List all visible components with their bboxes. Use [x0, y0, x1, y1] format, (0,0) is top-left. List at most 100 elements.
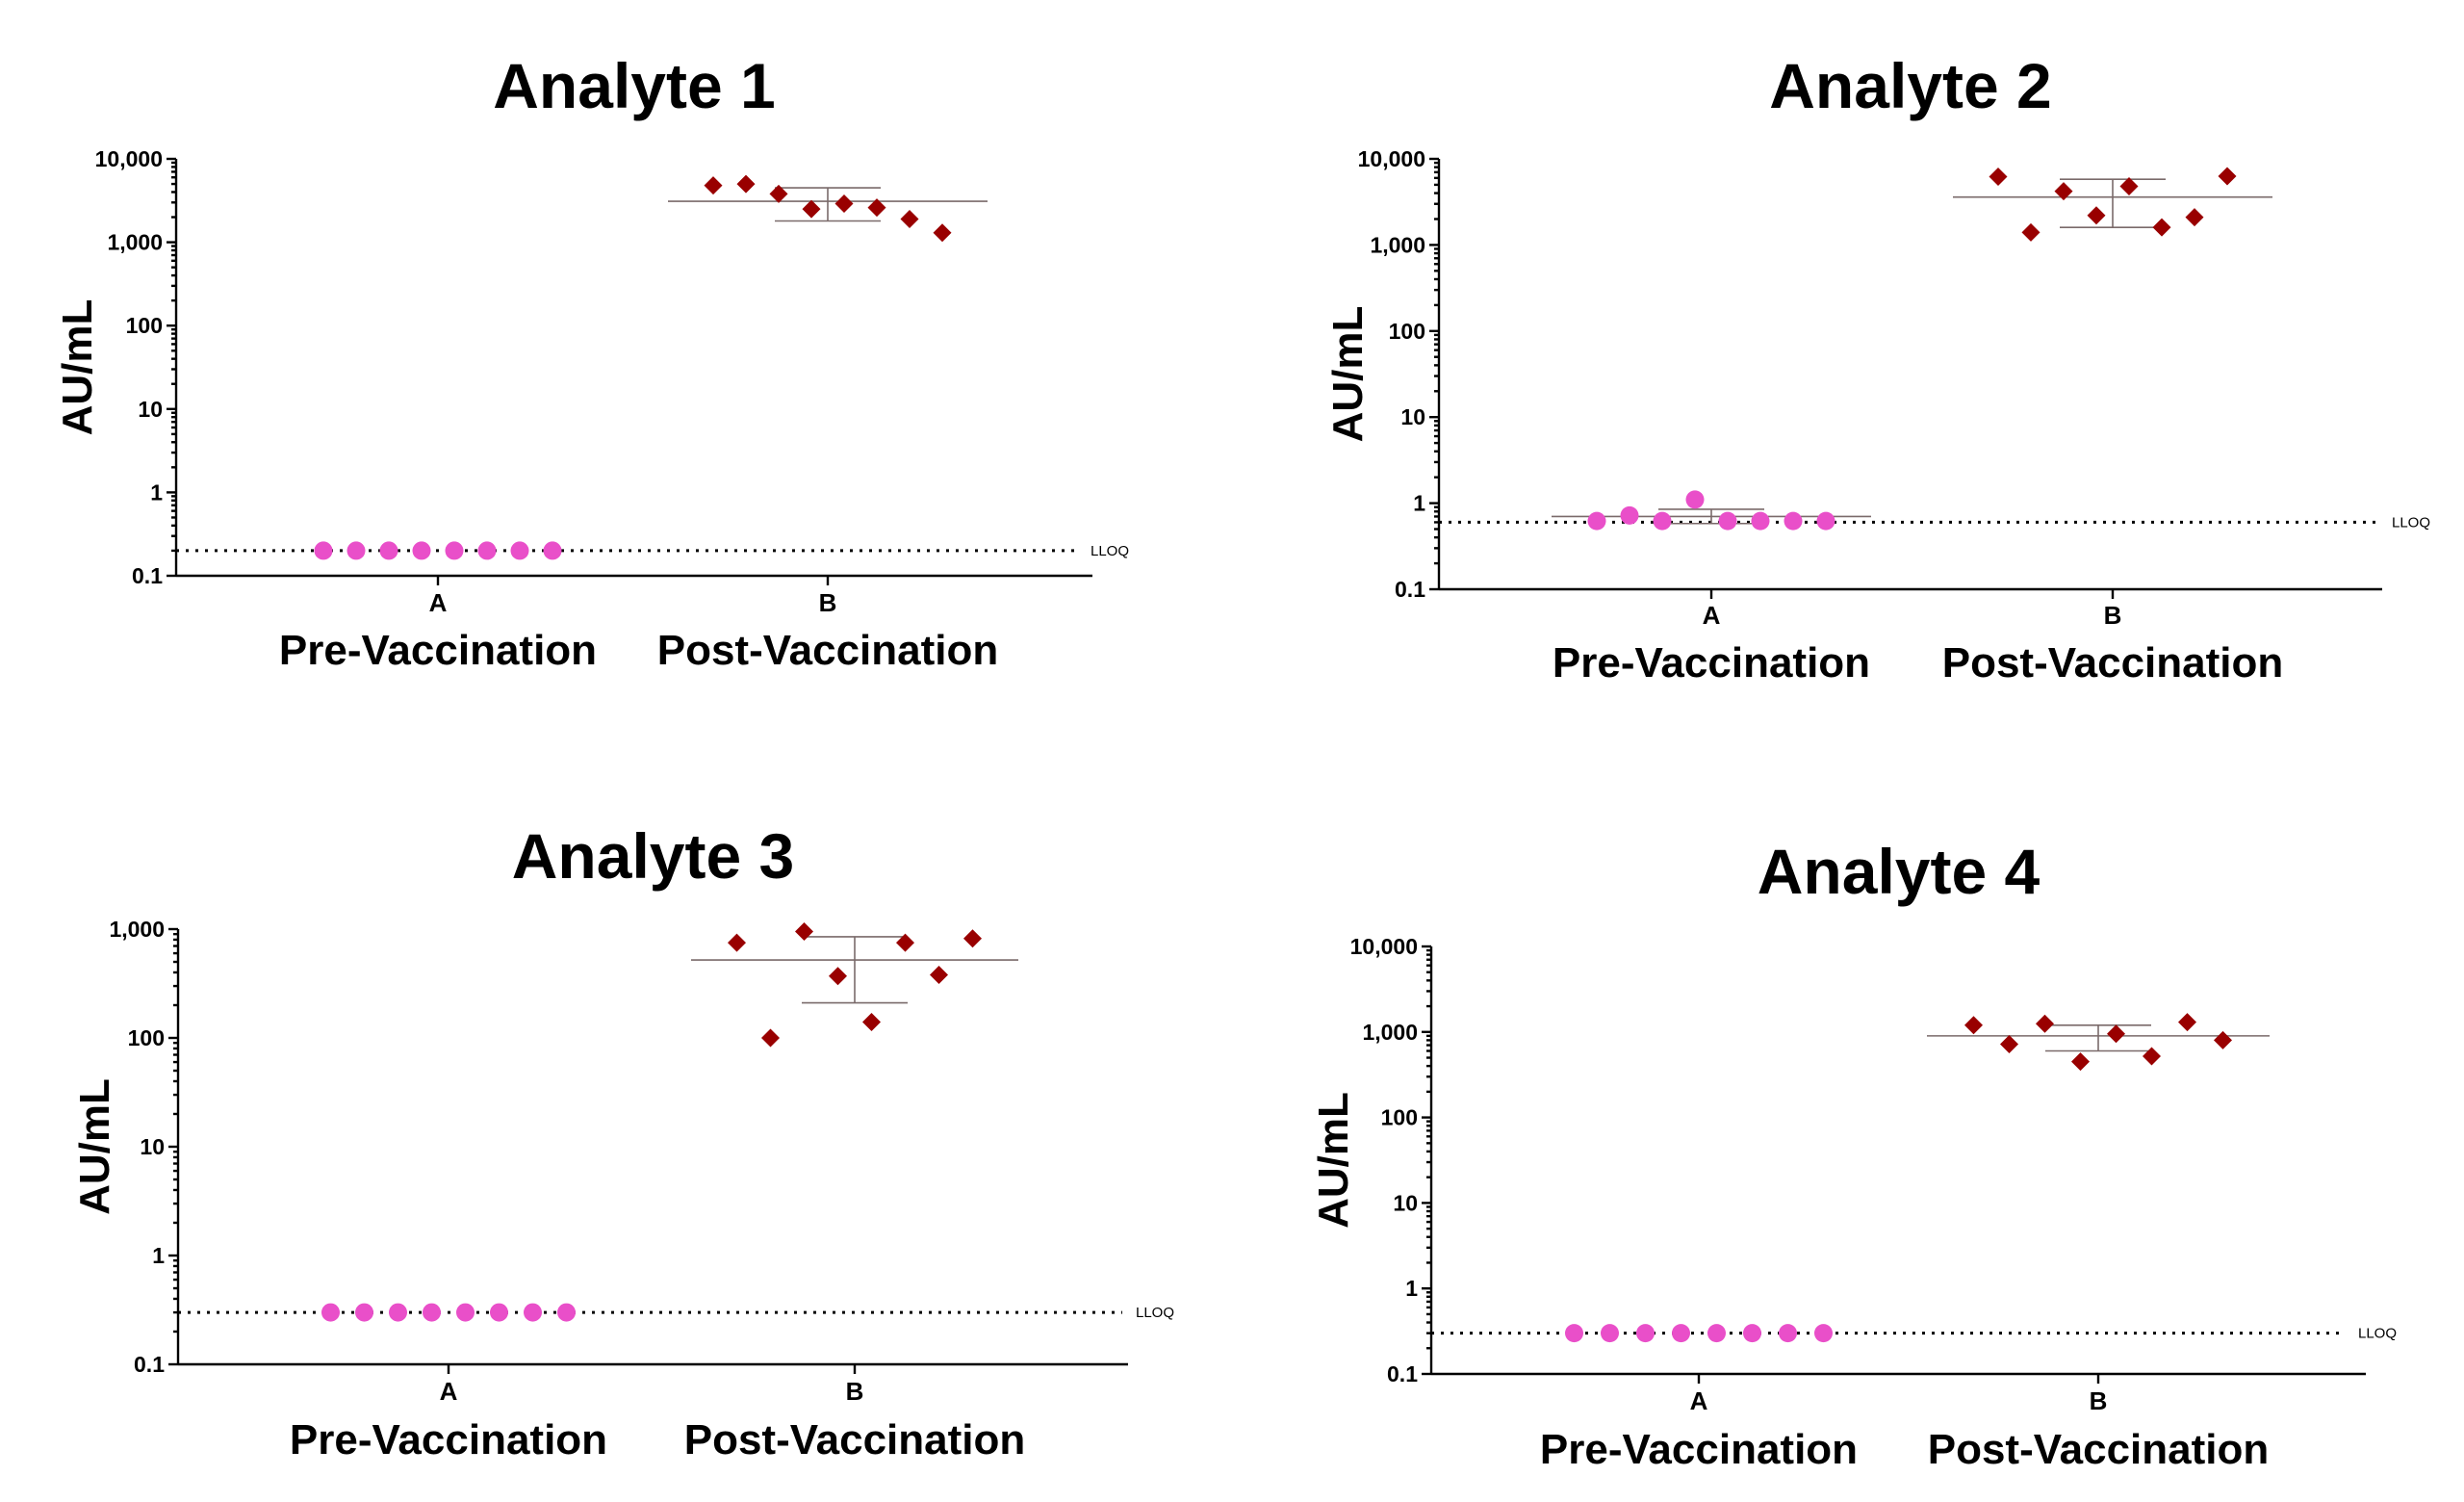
x-category-label: B	[819, 588, 837, 617]
data-point-pre-vaccination	[423, 1303, 441, 1322]
data-point-post-vaccination	[896, 933, 914, 952]
y-tick-label: 100	[128, 1025, 165, 1050]
y-tick-label: 1	[150, 479, 163, 505]
y-tick-label: 10	[1393, 1190, 1418, 1215]
data-point-post-vaccination	[728, 933, 746, 952]
data-point-pre-vaccination	[1779, 1324, 1797, 1343]
x-group-label: Post-Vaccination	[1942, 639, 2284, 686]
data-point-pre-vaccination	[1718, 511, 1737, 531]
data-point-post-vaccination	[802, 199, 821, 219]
data-point-pre-vaccination	[1620, 505, 1639, 525]
y-tick-label: 10	[1400, 404, 1425, 429]
data-point-pre-vaccination	[1816, 511, 1835, 531]
data-point-pre-vaccination	[314, 541, 333, 560]
data-point-pre-vaccination	[490, 1303, 508, 1322]
data-point-post-vaccination	[736, 174, 756, 194]
data-point-post-vaccination	[761, 1028, 780, 1048]
data-point-post-vaccination	[2152, 218, 2171, 237]
y-tick-label: 1	[1413, 491, 1425, 516]
data-point-pre-vaccination	[1565, 1324, 1583, 1343]
data-point-pre-vaccination	[355, 1303, 373, 1322]
x-group-label: Pre-Vaccination	[1540, 1426, 1858, 1473]
data-point-pre-vaccination	[1814, 1324, 1833, 1343]
data-point-post-vaccination	[2178, 1013, 2196, 1032]
x-category-label: B	[2090, 1386, 2108, 1415]
data-point-post-vaccination	[704, 176, 723, 195]
x-group-label: Pre-Vaccination	[1553, 639, 1870, 686]
y-tick-label: 1,000	[107, 230, 163, 255]
data-point-pre-vaccination	[557, 1303, 576, 1322]
y-tick-label: 1	[152, 1243, 165, 1268]
lloq-label: LLOQ	[1136, 1305, 1174, 1321]
data-point-pre-vaccination	[1784, 511, 1803, 531]
data-point-pre-vaccination	[389, 1303, 407, 1322]
x-group-label: Post-Vaccination	[1928, 1426, 2270, 1473]
data-point-pre-vaccination	[346, 541, 366, 560]
lloq-label: LLOQ	[1091, 543, 1129, 559]
y-tick-label: 100	[126, 313, 163, 338]
data-point-post-vaccination	[2119, 176, 2139, 195]
data-point-pre-vaccination	[510, 541, 529, 560]
data-point-post-vaccination	[2214, 1030, 2232, 1049]
y-tick-label: 10,000	[95, 146, 163, 171]
data-point-post-vaccination	[933, 223, 952, 243]
lloq-label: LLOQ	[2392, 514, 2430, 531]
y-axis-label: AU/mL	[1310, 1092, 1357, 1229]
data-point-post-vaccination	[1989, 168, 2008, 187]
data-point-post-vaccination	[900, 209, 919, 228]
data-point-post-vaccination	[2036, 1014, 2054, 1033]
data-point-pre-vaccination	[1743, 1324, 1761, 1343]
data-point-post-vaccination	[963, 929, 982, 948]
y-axis-label: AU/mL	[1324, 306, 1372, 443]
chart-title: Analyte 3	[512, 820, 794, 892]
y-tick-label: 10,000	[1358, 146, 1425, 171]
data-point-post-vaccination	[930, 965, 948, 984]
data-point-post-vaccination	[769, 184, 788, 203]
y-tick-label: 100	[1389, 319, 1425, 344]
data-point-post-vaccination	[795, 922, 813, 942]
data-point-post-vaccination	[2107, 1024, 2125, 1044]
data-point-pre-vaccination	[1672, 1324, 1690, 1343]
x-category-label: B	[2104, 601, 2122, 630]
data-point-pre-vaccination	[379, 541, 398, 560]
data-point-post-vaccination	[2054, 182, 2073, 201]
data-point-pre-vaccination	[1751, 511, 1770, 531]
data-point-pre-vaccination	[321, 1303, 340, 1322]
chart-title: Analyte 2	[1769, 50, 2051, 121]
y-tick-label: 1,000	[1362, 1020, 1418, 1045]
data-point-pre-vaccination	[1587, 511, 1606, 531]
y-tick-label: 1,000	[1370, 232, 1425, 257]
y-tick-label: 0.1	[1387, 1361, 1418, 1386]
x-group-label: Pre-Vaccination	[279, 627, 597, 674]
data-point-pre-vaccination	[1636, 1324, 1655, 1343]
data-point-post-vaccination	[1964, 1016, 1983, 1035]
data-point-post-vaccination	[2218, 167, 2237, 186]
x-category-label: A	[440, 1377, 458, 1406]
y-tick-label: 1	[1405, 1276, 1418, 1301]
x-category-label: A	[429, 588, 448, 617]
y-tick-label: 100	[1381, 1105, 1418, 1130]
data-point-post-vaccination	[862, 1012, 881, 1031]
x-category-label: A	[1703, 601, 1721, 630]
data-point-pre-vaccination	[1707, 1324, 1726, 1343]
data-point-post-vaccination	[834, 194, 854, 214]
x-group-label: Post-Vaccination	[657, 627, 999, 674]
x-group-label: Pre-Vaccination	[290, 1416, 607, 1463]
y-tick-label: 10	[138, 397, 163, 422]
data-point-pre-vaccination	[1601, 1324, 1619, 1343]
data-point-post-vaccination	[2185, 208, 2204, 227]
data-point-pre-vaccination	[445, 541, 464, 560]
data-point-pre-vaccination	[456, 1303, 475, 1322]
data-point-post-vaccination	[829, 967, 847, 986]
x-category-label: B	[846, 1377, 864, 1406]
y-tick-label: 0.1	[132, 563, 163, 588]
y-tick-label: 1,000	[109, 917, 165, 942]
data-point-post-vaccination	[2000, 1034, 2018, 1053]
y-tick-label: 10	[140, 1134, 165, 1159]
y-tick-label: 0.1	[134, 1352, 165, 1377]
